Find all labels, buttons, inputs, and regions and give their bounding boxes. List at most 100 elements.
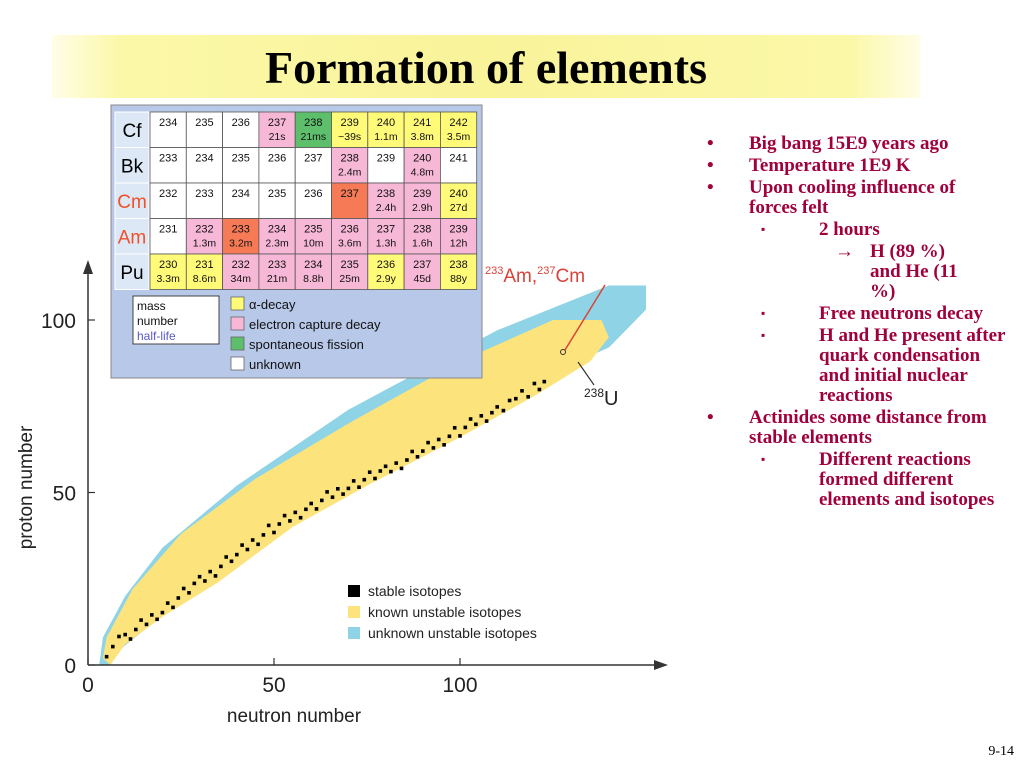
- isotope-mass: 236: [304, 188, 322, 200]
- isotope-mass: 233: [232, 224, 250, 236]
- isotope-half-life: 27d: [450, 202, 468, 214]
- stable-isotope-point: [208, 569, 212, 574]
- isotope-half-life: 2.4h: [376, 202, 397, 214]
- bullet-text: Actinides some distance from stable elem…: [749, 407, 987, 448]
- stable-isotope-point: [272, 530, 276, 535]
- stable-isotope-point: [128, 637, 133, 641]
- stable-isotope-point: [447, 434, 452, 439]
- y-tick-label: 0: [64, 655, 76, 678]
- isotope-mass: 237: [268, 117, 286, 129]
- element-cell: [114, 253, 150, 290]
- stable-isotope-point: [490, 410, 494, 415]
- stable-isotope-point: [520, 389, 524, 393]
- bullet-marker-icon: →: [835, 241, 854, 262]
- stable-isotope-point: [351, 479, 356, 483]
- stable-isotope-point: [229, 559, 234, 564]
- isotope-table-inset: Cf 234 235 236 237 21s 238 21ms 239 ~39s 240 1.1m 24…: [110, 104, 483, 379]
- bullet-marker-icon: •: [707, 155, 714, 176]
- isotope-mass: 241: [413, 117, 431, 129]
- stable-isotope-point: [160, 610, 165, 615]
- stable-isotope-point: [224, 555, 228, 559]
- isotope-cell: [367, 218, 405, 255]
- bullet-text: Big bang 15E9 years ago: [749, 133, 949, 154]
- stable-isotope-point: [171, 605, 175, 610]
- isotope-mass: 234: [268, 224, 286, 236]
- stable-isotope-point: [484, 419, 489, 423]
- stable-isotope-point: [256, 542, 260, 547]
- stable-isotope-point: [261, 533, 266, 537]
- isotope-half-life: 8.8h: [303, 273, 324, 285]
- stable-isotope-point: [336, 487, 340, 491]
- stable-isotope-point: [134, 627, 138, 632]
- isotope-cell: [149, 147, 187, 184]
- stable-isotope-point: [197, 574, 202, 579]
- isotope-cell: [185, 218, 224, 255]
- stable-isotope-point: [235, 552, 239, 557]
- isotope-half-life: 3.3m: [156, 273, 180, 285]
- bullet-marker-icon: ▪: [761, 222, 766, 236]
- element-cell: [114, 147, 150, 184]
- stable-isotope-point: [298, 515, 303, 520]
- bullet-text: H (89 %) and He (11 %): [870, 241, 958, 302]
- bullet-text: Different reactions formed different ele…: [819, 449, 995, 510]
- x-tick-label: 0: [82, 674, 94, 697]
- x-tick-label: 50: [262, 674, 285, 697]
- isotope-cell: [439, 253, 478, 290]
- stable-isotope-point: [458, 434, 462, 438]
- isotope-mass: 239: [377, 153, 395, 165]
- stable-isotope-point: [373, 476, 377, 481]
- stable-isotope-point: [383, 464, 388, 469]
- isotope-mass: 237: [377, 224, 395, 236]
- y-axis-label: proton number: [16, 425, 37, 549]
- isotope-mass: 238: [377, 188, 395, 200]
- legend-label: unknown unstable isotopes: [368, 625, 537, 641]
- isotope-mass: 233: [268, 259, 286, 271]
- stable-isotope-point: [213, 574, 218, 578]
- isotope-half-life: 2.4m: [338, 167, 362, 179]
- stable-isotope-point: [176, 596, 181, 600]
- isotope-mass: 238: [449, 259, 467, 271]
- x-axis-arrow-icon: [654, 660, 668, 670]
- isotope-half-life: 2.9h: [412, 202, 433, 214]
- isotope-cell: [258, 147, 296, 184]
- isotope-mass: 241: [449, 153, 467, 165]
- legend-key-label: half-life: [137, 329, 176, 343]
- isotope-mass: 232: [232, 259, 250, 271]
- isotope-half-life: 3.5m: [447, 131, 471, 143]
- isotope-cell: [331, 218, 369, 255]
- y-tick-label: 100: [41, 310, 76, 333]
- inset-legend-swatch: [230, 296, 245, 311]
- isotope-mass: 236: [377, 259, 395, 271]
- stable-isotope-point: [192, 581, 197, 586]
- isotope-cell: [331, 111, 369, 148]
- stable-isotope-point: [389, 469, 393, 474]
- isotope-mass: 239: [449, 224, 467, 236]
- bullet-item: • Upon cooling influence of forces felt: [705, 178, 1005, 218]
- isotope-cell: [294, 182, 332, 219]
- stable-isotope-point: [501, 408, 506, 413]
- isotope-mass: 234: [195, 153, 213, 165]
- inset-legend-label: electron capture decay: [249, 317, 381, 332]
- isotope-mass: 239: [413, 188, 431, 200]
- isotope-mass: 232: [195, 224, 213, 236]
- isotope-mass: 234: [159, 117, 177, 129]
- isotope-mass: 238: [304, 117, 322, 129]
- bullet-item: • Big bang 15E9 years ago: [705, 134, 1005, 154]
- stable-isotope-point: [514, 396, 518, 401]
- isotope-mass: 235: [232, 153, 250, 165]
- isotope-half-life: 1.3h: [376, 238, 397, 250]
- isotope-half-life: 1.6h: [412, 238, 433, 250]
- legend-key-label: number: [137, 314, 178, 328]
- isotope-cell: [439, 111, 478, 148]
- stable-isotope-point: [378, 469, 383, 473]
- isotope-half-life: 3.8m: [411, 131, 435, 143]
- title-band: [52, 35, 920, 98]
- stable-isotope-point: [532, 381, 537, 386]
- isotope-cell: [331, 182, 369, 219]
- isotope-cell: [149, 111, 187, 148]
- known-unstable-region: [102, 320, 609, 665]
- isotope-cell: [367, 253, 405, 290]
- stable-isotope-point: [144, 622, 149, 627]
- isotope-cell: [403, 218, 441, 255]
